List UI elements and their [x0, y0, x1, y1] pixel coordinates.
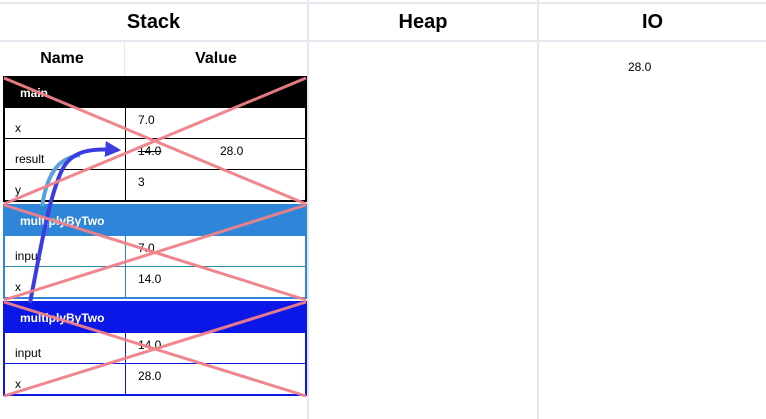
variable-name: input [15, 346, 42, 360]
variable-row-input: input 7.0 [5, 236, 305, 267]
variable-name: input [15, 249, 42, 263]
variable-value: 28.0 [220, 144, 244, 158]
variable-value: 14.0 [138, 338, 162, 352]
variable-value: 7.0 [138, 113, 155, 127]
column-divider-left [307, 0, 309, 419]
variable-name: y [15, 183, 21, 197]
io-column-title: IO [641, 11, 664, 33]
stack-column-title: Stack [126, 11, 181, 33]
variable-row-input: input 14.0 [5, 333, 305, 364]
stack-frame-main: main x 7.0 result 14.0 28.0 y 3 [3, 76, 307, 202]
value-column-header: Value [195, 50, 237, 67]
variable-row-x: x 14.0 [5, 267, 305, 297]
variable-name: x [15, 121, 21, 135]
stack-frame-multiplybytwo-1: multiplyByTwo input 7.0 x 14.0 [3, 204, 307, 299]
frame-title: multiplyByTwo [5, 301, 305, 333]
frame-title: multiplyByTwo [5, 204, 305, 236]
column-divider-right [537, 0, 539, 419]
frame-title: main [5, 76, 305, 108]
variable-value: 28.0 [138, 369, 162, 383]
subheader-divider [124, 42, 125, 76]
io-output-value: 28.0 [628, 60, 652, 74]
header-divider [0, 40, 766, 42]
variable-name: x [15, 377, 21, 391]
heap-column-title: Heap [398, 11, 448, 33]
variable-value: 14.0 [138, 272, 162, 286]
variable-row-result: result 14.0 28.0 [5, 139, 305, 170]
variable-old-value: 14.0 [138, 144, 162, 158]
top-border [0, 2, 766, 4]
variable-name: result [15, 152, 45, 166]
stack-frame-multiplybytwo-2: multiplyByTwo input 14.0 x 28.0 [3, 301, 307, 396]
name-column-header: Name [40, 50, 84, 67]
variable-name: x [15, 280, 21, 294]
variable-value: 3 [138, 175, 145, 189]
variable-row-y: y 3 [5, 170, 305, 200]
variable-row-x: x 7.0 [5, 108, 305, 139]
variable-value: 7.0 [138, 241, 155, 255]
variable-row-x: x 28.0 [5, 364, 305, 394]
